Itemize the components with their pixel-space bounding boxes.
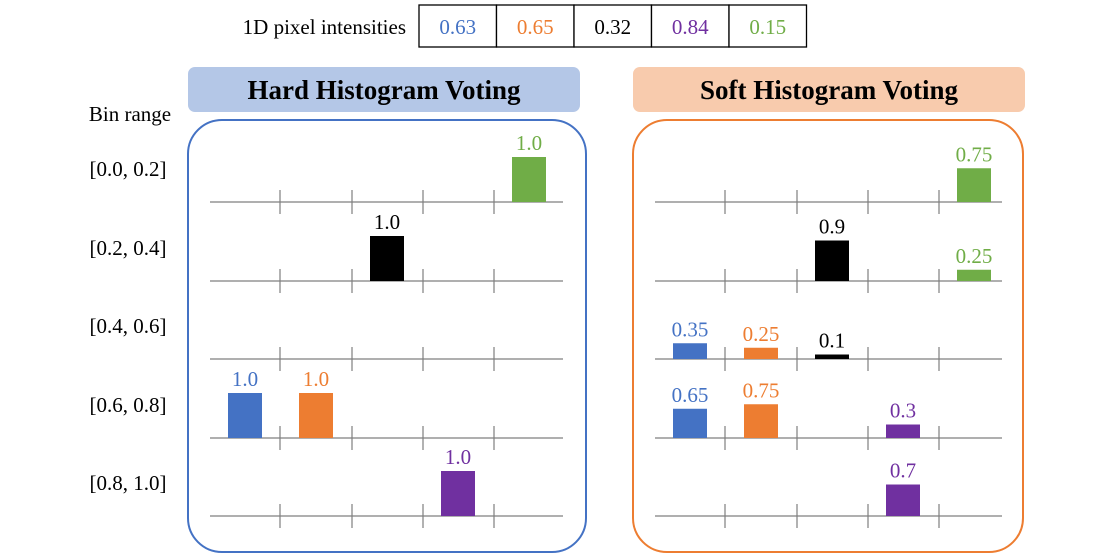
bar-value-label: 1.0 [516, 131, 542, 155]
bin-label: [0.8, 1.0] [90, 471, 167, 495]
bin-label: [0.4, 0.6] [90, 314, 167, 338]
bar-value-label: 0.35 [672, 317, 709, 341]
histogram-bar [886, 484, 920, 516]
pixel-cells: 0.63 0.65 0.32 0.84 0.15 [418, 4, 808, 48]
pixel-value: 0.32 [594, 15, 631, 39]
histogram-bar [228, 393, 262, 438]
histogram-bar [886, 424, 920, 438]
pixel-cell [495, 4, 575, 48]
bar-value-label: 0.65 [672, 383, 709, 407]
bin-label: [0.2, 0.4] [90, 236, 167, 260]
histogram-bar [815, 354, 849, 359]
bar-value-label: 0.75 [743, 378, 780, 402]
histogram-bar [957, 269, 991, 281]
pixel-cell [573, 4, 653, 48]
histogram-bar [957, 168, 991, 202]
bar-value-label: 0.7 [890, 459, 916, 483]
pixel-value: 0.65 [517, 15, 554, 39]
bin-range-label: Bin range [89, 102, 171, 126]
histogram-bar [441, 471, 475, 516]
histogram-bar [815, 240, 849, 281]
pixel-intensities-label: 1D pixel intensities [243, 15, 406, 39]
panel-title: Hard Histogram Voting [247, 75, 521, 105]
pixel-cell [728, 4, 808, 48]
pixel-value: 0.63 [439, 15, 476, 39]
pixel-cell [418, 4, 498, 48]
panels: Hard Histogram Voting 1.0 1.0 1.0 1.0 1.0 Soft… [187, 67, 1025, 553]
panel-border [187, 119, 587, 553]
histogram-bar [370, 236, 404, 281]
bar-value-label: 0.9 [819, 215, 845, 239]
panel-title: Soft Histogram Voting [700, 75, 959, 105]
pixel-intensities-header: 1D pixel intensities 0.63 0.65 0.32 0.84 0.1… [243, 4, 808, 48]
bin-labels: Bin range [0.0, 0.2] [0.2, 0.4] [0.4, 0.6]… [89, 102, 171, 495]
soft-histogram-panel: Soft Histogram Voting 0.35 0.65 0.25 0.75 0.9… [632, 67, 1025, 553]
pixel-value: 0.84 [672, 15, 709, 39]
histogram-bar [744, 347, 778, 359]
histogram-bar [744, 404, 778, 438]
bar-value-label: 0.25 [956, 244, 993, 268]
histogram-bar [673, 408, 707, 438]
bar-value-label: 1.0 [445, 445, 471, 469]
panel-title-banner [188, 67, 580, 112]
bar-value-label: 0.75 [956, 142, 993, 166]
panel-title-banner [633, 67, 1025, 112]
histogram-bar [299, 393, 333, 438]
bar-value-label: 1.0 [374, 210, 400, 234]
hard-histogram-panel: Hard Histogram Voting 1.0 1.0 1.0 1.0 1.0 [187, 67, 587, 553]
bar-value-label: 0.3 [890, 399, 916, 423]
bar-value-label: 1.0 [232, 367, 258, 391]
panel-border [632, 119, 1024, 553]
pixel-value: 0.15 [749, 15, 786, 39]
bar-value-label: 0.1 [819, 329, 845, 353]
histogram-bar [512, 157, 546, 202]
histogram-bar [673, 343, 707, 359]
bar-value-label: 0.25 [743, 322, 780, 346]
bin-label: [0.0, 0.2] [90, 157, 167, 181]
bin-label: [0.6, 0.8] [90, 393, 167, 417]
bar-value-label: 1.0 [303, 367, 329, 391]
